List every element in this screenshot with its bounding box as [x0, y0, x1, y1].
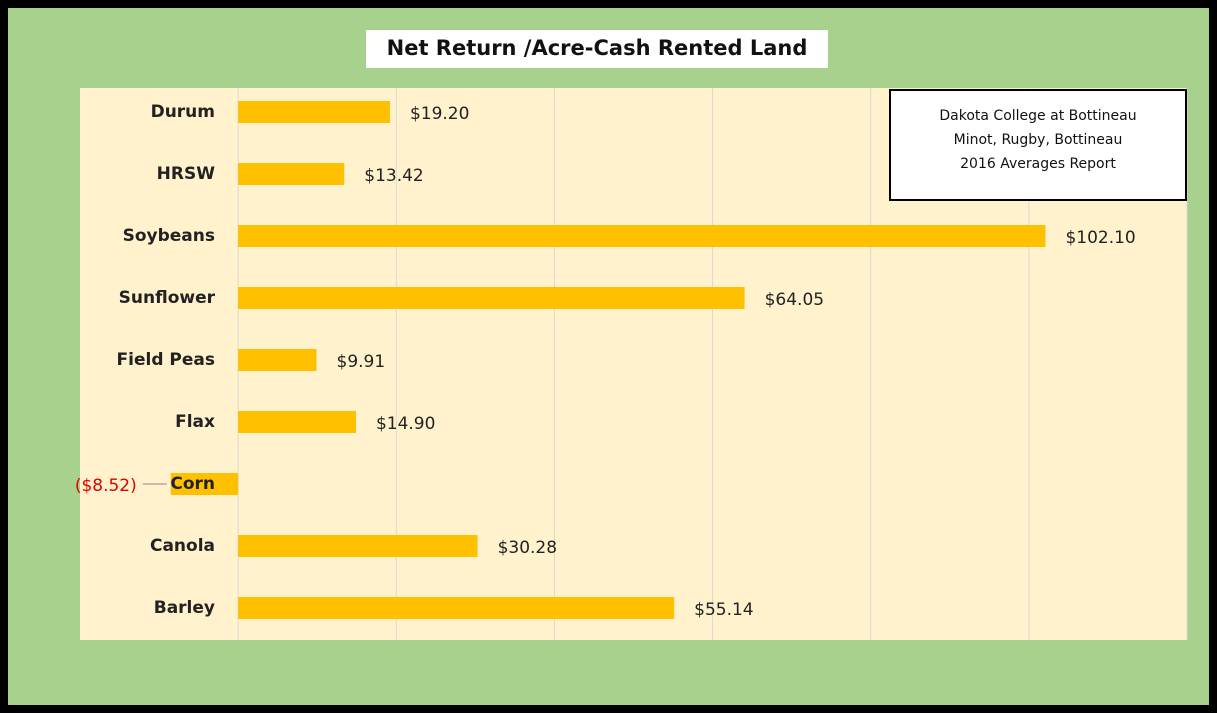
annotation-box: [889, 89, 1187, 201]
data-label: $102.10: [1065, 228, 1135, 248]
data-label: $30.28: [498, 538, 557, 558]
annotation-text: Minot, Rugby, Bottineau: [954, 132, 1123, 148]
bar: [170, 473, 239, 495]
annotation-text: Dakota College at Bottineau: [939, 108, 1136, 124]
data-label: $19.20: [410, 104, 469, 124]
data-label: ($8.52): [75, 476, 137, 496]
data-label: $55.14: [694, 600, 753, 620]
bar: [238, 411, 356, 433]
y-tick-label: Flax: [175, 412, 215, 432]
bar: [238, 535, 478, 557]
y-tick-label: HRSW: [157, 164, 216, 184]
bar: [238, 597, 675, 619]
y-tick-label: Field Peas: [117, 350, 215, 370]
y-tick-label: Corn: [170, 474, 215, 494]
bar: [238, 101, 390, 123]
data-label: $13.42: [364, 166, 423, 186]
y-tick-label: Barley: [154, 598, 215, 618]
data-label: $64.05: [765, 290, 824, 310]
title-box: [366, 30, 828, 68]
bar: [238, 349, 317, 371]
bar: [238, 225, 1046, 247]
y-tick-label: Durum: [151, 102, 215, 122]
bar: [238, 163, 345, 185]
data-label: $9.91: [337, 352, 386, 372]
bar: [238, 287, 745, 309]
y-tick-label: Canola: [150, 536, 215, 556]
data-label: $14.90: [376, 414, 435, 434]
y-tick-label: Sunflower: [119, 288, 216, 308]
annotation-text: 2016 Averages Report: [960, 156, 1116, 172]
chart-title: Net Return /Acre-Cash Rented Land: [387, 36, 808, 60]
y-tick-label: Soybeans: [123, 226, 215, 246]
